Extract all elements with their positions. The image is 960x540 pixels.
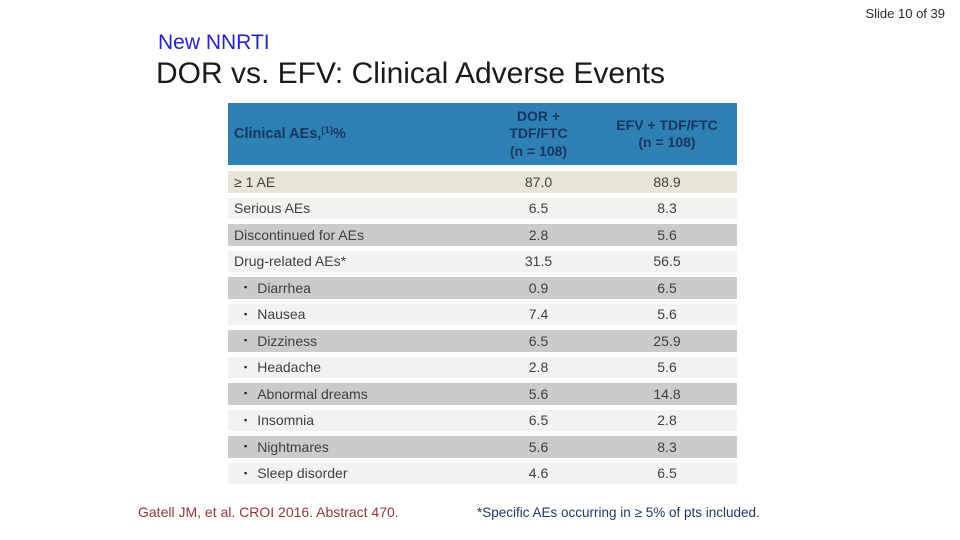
- row-efv-value: 56.5: [653, 253, 681, 270]
- row-label: Serious AEs: [234, 200, 311, 217]
- column-header-label: Clinical AEs,: [234, 126, 322, 142]
- square-bullet-icon: ▪: [244, 335, 248, 346]
- slide-counter: Slide 10 of 39: [865, 6, 945, 21]
- row-dor-value: 6.5: [528, 412, 549, 429]
- row-dor-value: 6.5: [528, 200, 549, 217]
- table-row: ▪ Diarrhea 0.9 6.5: [228, 277, 737, 299]
- row-dor-value: 4.6: [528, 465, 549, 482]
- row-dor-value: 7.4: [528, 306, 549, 323]
- footnote-text: *Specific AEs occurring in ≥ 5% of pts i…: [477, 505, 760, 520]
- row-efv-value: 88.9: [653, 173, 681, 190]
- row-dor-value: 2.8: [528, 226, 549, 243]
- row-label: Drug-related AEs*: [234, 253, 347, 270]
- column-header-clinical-aes: Clinical AEs, [1] %: [228, 103, 480, 165]
- row-label: Nausea: [257, 306, 306, 323]
- row-label-cell: Serious AEs: [228, 200, 480, 216]
- table-row: ▪ Headache 2.8 5.6: [228, 356, 737, 378]
- column-header-efv: EFV + TDF/FTC (n = 108): [616, 116, 718, 151]
- row-label: Insomnia: [257, 412, 315, 429]
- row-label-cell: Drug-related AEs*: [228, 253, 480, 269]
- square-bullet-icon: ▪: [244, 414, 248, 425]
- row-label: Headache: [257, 359, 322, 376]
- row-dor-value: 5.6: [528, 438, 549, 455]
- table-row: Discontinued for AEs 2.8 5.6: [228, 224, 737, 246]
- row-dor-value: 0.9: [528, 279, 549, 296]
- square-bullet-icon: ▪: [244, 308, 248, 319]
- row-label-cell: ▪ Diarrhea: [228, 280, 480, 296]
- row-label-cell: ▪ Headache: [228, 359, 480, 375]
- row-label-cell: ▪ Sleep disorder: [228, 465, 480, 481]
- row-label: Sleep disorder: [257, 465, 348, 482]
- row-dor-value: 6.5: [528, 332, 549, 349]
- table-row: ▪ Sleep disorder 4.6 6.5: [228, 462, 737, 484]
- row-efv-value: 25.9: [653, 332, 681, 349]
- table-row: ▪ Insomnia 6.5 2.8: [228, 409, 737, 431]
- table-row: Drug-related AEs* 31.5 56.5: [228, 250, 737, 272]
- row-efv-value: 5.6: [657, 359, 677, 376]
- table-row: ▪ Nightmares 5.6 8.3: [228, 436, 737, 458]
- row-dor-value: 87.0: [524, 173, 553, 190]
- row-efv-value: 14.8: [653, 385, 681, 402]
- column-header-label-suffix: %: [332, 126, 346, 142]
- square-bullet-icon: ▪: [244, 467, 248, 478]
- square-bullet-icon: ▪: [244, 361, 248, 372]
- row-efv-value: 8.3: [657, 438, 677, 455]
- row-label-cell: ▪ Nausea: [228, 306, 480, 322]
- square-bullet-icon: ▪: [244, 441, 248, 452]
- row-label: ≥ 1 AE: [234, 173, 276, 190]
- table-row: ▪ Dizziness 6.5 25.9: [228, 330, 737, 352]
- row-efv-value: 6.5: [657, 465, 677, 482]
- column-header-reference-superscript: [1]: [321, 124, 333, 136]
- citation-text: Gatell JM, et al. CROI 2016. Abstract 47…: [138, 504, 399, 520]
- column-header-dor: DOR + TDF/FTC (n = 108): [509, 107, 568, 159]
- row-label-cell: ▪ Dizziness: [228, 333, 480, 349]
- adverse-events-table: Clinical AEs, [1] % DOR + TDF/FTC (n = 10…: [228, 103, 737, 484]
- row-label-cell: ▪ Nightmares: [228, 439, 480, 455]
- page-title: DOR vs. EFV: Clinical Adverse Events: [156, 57, 666, 90]
- row-label-cell: ▪ Insomnia: [228, 412, 480, 428]
- row-label-cell: ▪ Abnormal dreams: [228, 386, 480, 402]
- row-dor-value: 31.5: [524, 253, 553, 270]
- row-label: Nightmares: [257, 438, 329, 455]
- row-label: Dizziness: [257, 332, 318, 349]
- table-row: ▪ Abnormal dreams 5.6 14.8: [228, 383, 737, 405]
- row-label-cell: ≥ 1 AE: [228, 174, 480, 190]
- row-dor-value: 2.8: [528, 359, 549, 376]
- table-row: Serious AEs 6.5 8.3: [228, 197, 737, 219]
- row-label: Diarrhea: [257, 279, 311, 296]
- row-efv-value: 5.6: [657, 226, 677, 243]
- row-efv-value: 8.3: [657, 200, 677, 217]
- row-label-cell: Discontinued for AEs: [228, 227, 480, 243]
- slide-kicker: New NNRTI: [158, 31, 270, 54]
- row-efv-value: 6.5: [657, 279, 677, 296]
- table-row: ≥ 1 AE 87.0 88.9: [228, 171, 737, 193]
- row-label: Discontinued for AEs: [234, 226, 364, 243]
- row-efv-value: 2.8: [657, 412, 677, 429]
- square-bullet-icon: ▪: [244, 282, 248, 293]
- row-label: Abnormal dreams: [257, 385, 368, 402]
- row-efv-value: 5.6: [657, 306, 677, 323]
- table-row: ▪ Nausea 7.4 5.6: [228, 303, 737, 325]
- square-bullet-icon: ▪: [244, 388, 248, 399]
- table-header-row: Clinical AEs, [1] % DOR + TDF/FTC (n = 10…: [228, 103, 737, 165]
- row-dor-value: 5.6: [528, 385, 549, 402]
- table-body: ≥ 1 AE 87.0 88.9 Serious AEs 6.5 8.3 Dis…: [228, 171, 737, 484]
